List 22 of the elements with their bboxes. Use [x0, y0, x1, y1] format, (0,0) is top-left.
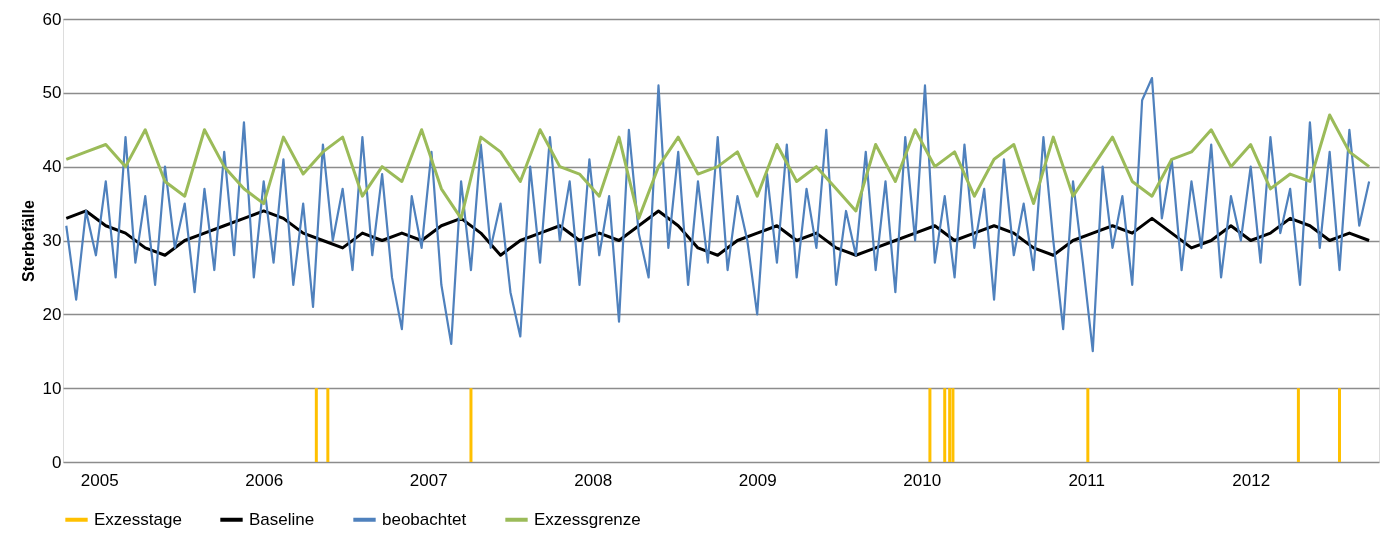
x-tick-label: 2011: [1068, 470, 1105, 490]
x-tick-label: 2006: [245, 470, 284, 490]
x-tick-label: 2009: [738, 470, 777, 490]
legend-label: Exzesstage: [94, 509, 182, 529]
y-tick-label: 40: [42, 157, 62, 177]
y-tick-label: 60: [42, 9, 62, 29]
line-series: [65, 76, 1371, 353]
legend-label: beobachtet: [382, 509, 467, 529]
y-tick-label: 30: [42, 231, 62, 250]
x-tick-label: 2008: [574, 470, 613, 490]
y-tick-label: 20: [42, 304, 62, 324]
x-tick-label: 2010: [903, 470, 942, 490]
x-tick-label: 2007: [409, 470, 448, 490]
legend-label: Exzessgrenze: [534, 509, 641, 529]
y-axis-title: Sterbefälle: [19, 199, 37, 282]
line-series: [64, 113, 1371, 220]
x-tick-label: 2005: [80, 470, 119, 490]
y-tick-label: 50: [42, 83, 62, 103]
y-tick-label: 0: [52, 452, 62, 472]
y-tick-label: 10: [42, 378, 62, 398]
legend-label: Baseline: [249, 509, 315, 529]
x-tick-label: 2012: [1232, 470, 1271, 490]
